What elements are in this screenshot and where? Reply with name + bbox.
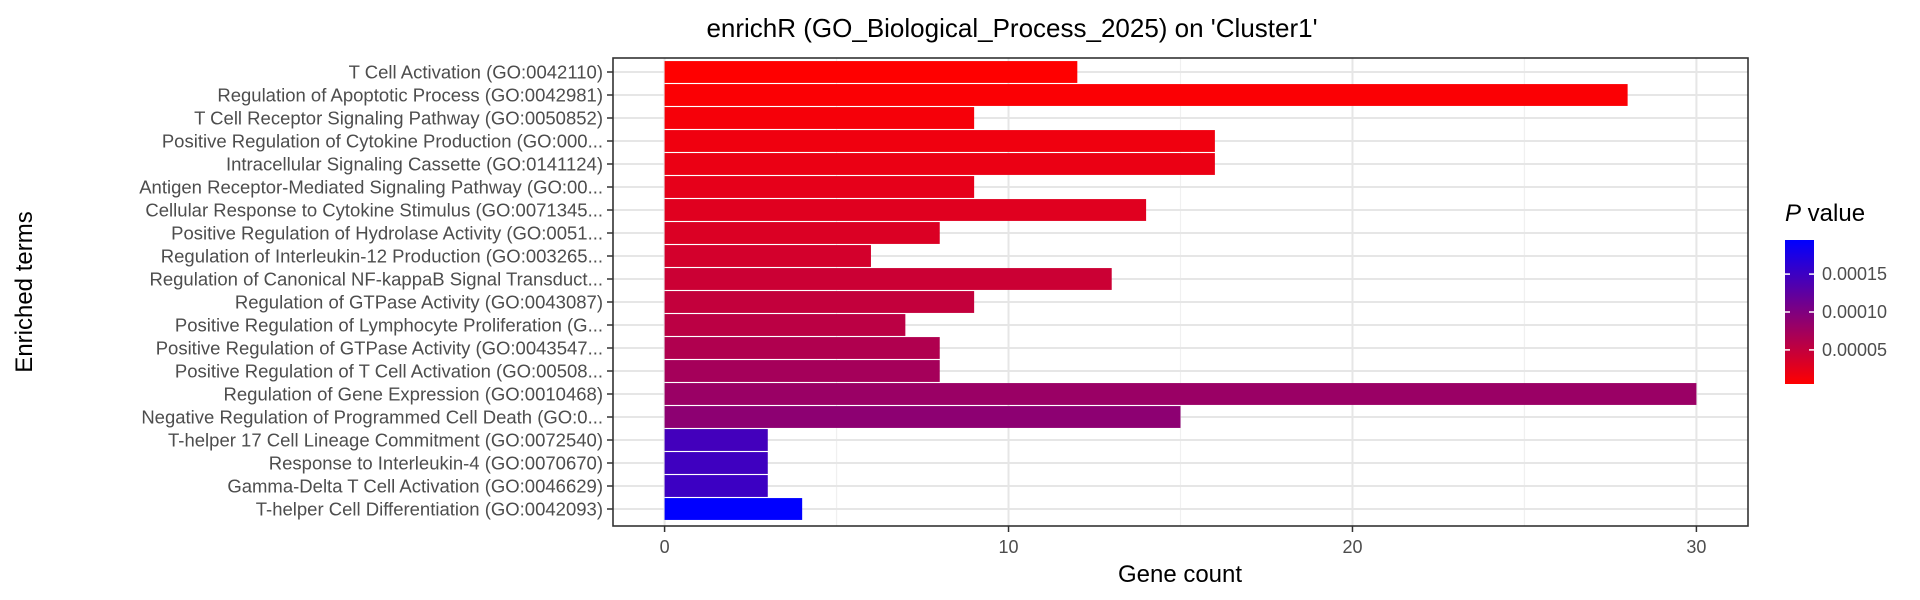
bar xyxy=(664,153,1215,175)
x-axis-title: Gene count xyxy=(1118,561,1242,588)
bar xyxy=(664,107,975,129)
y-tick-label: Regulation of Interleukin-12 Production … xyxy=(161,246,603,267)
legend-title-italic: P xyxy=(1785,200,1801,227)
color-legend: P value 0.00005 0.00010 0.00015 xyxy=(1785,200,1887,384)
y-tick-label: Regulation of Canonical NF-kappaB Signal… xyxy=(149,269,603,290)
y-tick-label: Antigen Receptor-Mediated Signaling Path… xyxy=(139,177,603,198)
y-tick-label: Positive Regulation of T Cell Activation… xyxy=(175,361,603,382)
legend-tick-label: 0.00005 xyxy=(1822,340,1887,360)
x-tick-label: 10 xyxy=(999,537,1019,557)
bar xyxy=(664,360,940,382)
x-tick-label: 0 xyxy=(660,537,670,557)
x-tick-label: 30 xyxy=(1686,537,1706,557)
bar xyxy=(664,475,768,497)
y-tick-label: Positive Regulation of Hydrolase Activit… xyxy=(171,223,603,244)
y-tick-label: Positive Regulation of Lymphocyte Prolif… xyxy=(175,315,603,336)
bar xyxy=(664,452,768,474)
bar xyxy=(664,245,871,267)
plot-panel xyxy=(612,57,1749,527)
x-axis: 0 10 20 30 xyxy=(660,526,1706,557)
y-tick-label: Positive Regulation of Cytokine Producti… xyxy=(162,131,603,152)
y-tick-label: Intracellular Signaling Cassette (GO:014… xyxy=(226,154,603,175)
bar xyxy=(664,314,906,336)
y-axis: T Cell Activation (GO:0042110)Regulation… xyxy=(139,62,613,520)
bar xyxy=(664,176,975,198)
y-tick-label: Cellular Response to Cytokine Stimulus (… xyxy=(145,200,603,221)
legend-ticks: 0.00005 0.00010 0.00015 xyxy=(1785,264,1887,360)
y-tick-label: Negative Regulation of Programmed Cell D… xyxy=(141,407,603,428)
chart-title: enrichR (GO_Biological_Process_2025) on … xyxy=(706,13,1317,43)
bar xyxy=(664,222,940,244)
legend-title: P value xyxy=(1785,200,1865,227)
bar xyxy=(664,337,940,359)
bar xyxy=(664,498,803,520)
bars xyxy=(664,61,1697,520)
y-tick-label: T Cell Activation (GO:0042110) xyxy=(349,62,603,83)
legend-tick-label: 0.00010 xyxy=(1822,302,1887,322)
y-tick-label: T-helper Cell Differentiation (GO:004209… xyxy=(256,499,603,520)
bar xyxy=(664,199,1147,221)
y-tick-label: Regulation of GTPase Activity (GO:004308… xyxy=(235,292,603,313)
y-tick-label: Regulation of Apoptotic Process (GO:0042… xyxy=(217,85,603,106)
y-axis-title: Enriched terms xyxy=(11,211,38,372)
bar xyxy=(664,84,1628,106)
legend-title-rest: value xyxy=(1801,200,1865,227)
bar xyxy=(664,429,768,451)
bar xyxy=(664,406,1181,428)
y-tick-label: T Cell Receptor Signaling Pathway (GO:00… xyxy=(194,108,603,129)
bar xyxy=(664,268,1112,290)
y-tick-label: Positive Regulation of GTPase Activity (… xyxy=(156,338,603,359)
bar xyxy=(664,291,975,313)
panel-border xyxy=(612,57,1749,527)
x-tick-label: 20 xyxy=(1342,537,1362,557)
y-tick-label: T-helper 17 Cell Lineage Commitment (GO:… xyxy=(168,430,603,451)
bar xyxy=(664,130,1215,152)
bar xyxy=(664,61,1078,83)
y-tick-label: Gamma-Delta T Cell Activation (GO:004662… xyxy=(227,476,603,497)
legend-tick-label: 0.00015 xyxy=(1822,264,1887,284)
y-tick-label: Regulation of Gene Expression (GO:001046… xyxy=(224,384,603,405)
bar xyxy=(664,383,1697,405)
y-tick-label: Response to Interleukin-4 (GO:0070670) xyxy=(269,453,603,474)
